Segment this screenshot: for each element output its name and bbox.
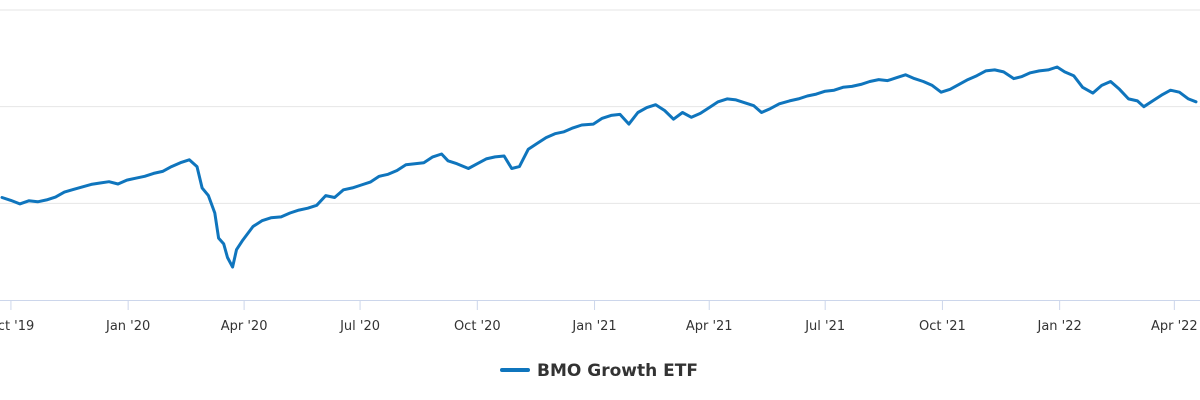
- x-tick-label: Jul '21: [804, 319, 845, 334]
- x-axis: Oct '19 Jan '20 Apr '20 Jul '20 Oct '20 Jan '…: [0, 300, 1200, 334]
- x-tick-label: Apr '21: [686, 319, 733, 334]
- x-tick-label: Jul '20: [339, 319, 380, 334]
- x-tick-label: Oct '21: [919, 319, 966, 334]
- series-line[interactable]: [0, 65, 1198, 269]
- x-tick-label: Apr '22: [1151, 319, 1198, 334]
- grid-lines: [0, 9, 1200, 204]
- x-tick-label: Oct '19: [0, 319, 34, 334]
- series-layer: [0, 65, 1198, 269]
- x-tick-label: Jan '20: [105, 319, 150, 334]
- legend-label: BMO Growth ETF: [537, 361, 698, 381]
- x-tick-label: Apr '20: [221, 319, 268, 334]
- x-tick-label: Jan '22: [1037, 319, 1082, 334]
- legend[interactable]: BMO Growth ETF: [500, 361, 698, 381]
- x-tick-label: Oct '20: [454, 319, 501, 334]
- x-tick-label: Jan '21: [571, 319, 616, 334]
